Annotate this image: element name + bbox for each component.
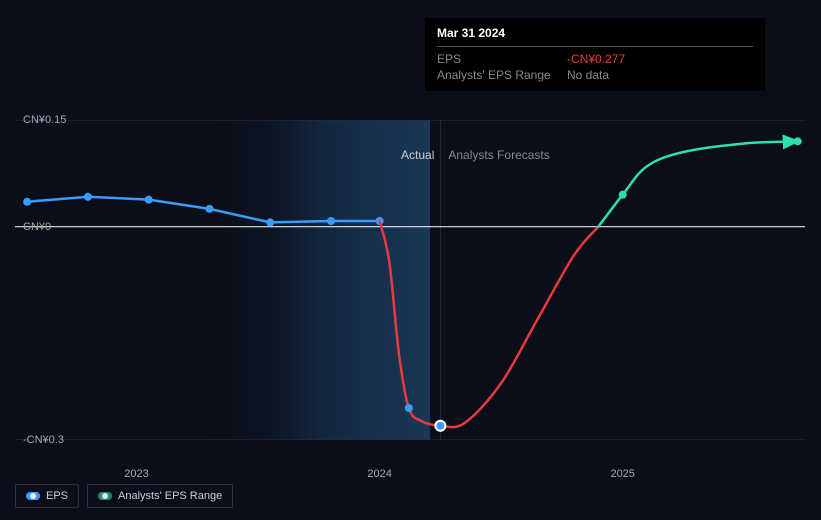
legend-item[interactable]: EPS — [15, 484, 79, 508]
chart-tooltip: Mar 31 2024 EPS-CN¥0.277Analysts' EPS Ra… — [425, 18, 765, 91]
chart-svg — [15, 120, 805, 440]
x-axis-label: 2023 — [124, 468, 148, 480]
tooltip-row-value: No data — [567, 68, 609, 82]
x-axis-label: 2024 — [367, 468, 391, 480]
series-eps-forecast — [598, 141, 797, 226]
region-label-actual: Actual — [401, 148, 434, 162]
tooltip-row: Analysts' EPS RangeNo data — [437, 67, 753, 83]
x-axis-label: 2025 — [610, 468, 634, 480]
tooltip-row-value: -CN¥0.277 — [567, 52, 625, 66]
chart-legend: EPS Analysts' EPS Range — [15, 484, 233, 508]
tooltip-row: EPS-CN¥0.277 — [437, 51, 753, 67]
tooltip-date: Mar 31 2024 — [437, 26, 753, 44]
y-axis-label: CN¥0.15 — [23, 114, 66, 126]
region-label-forecast: Analysts Forecasts — [448, 148, 549, 162]
y-axis-label: CN¥0 — [23, 221, 51, 233]
tooltip-divider — [437, 46, 753, 47]
legend-label: Analysts' EPS Range — [118, 490, 222, 502]
legend-swatch — [26, 492, 40, 500]
tooltip-row-label: EPS — [437, 52, 567, 66]
legend-item[interactable]: Analysts' EPS Range — [87, 484, 233, 508]
eps-chart[interactable]: CN¥0.15CN¥0-CN¥0.3 202320242025 ActualAn… — [15, 120, 805, 460]
y-axis-label: -CN¥0.3 — [23, 434, 64, 446]
legend-label: EPS — [46, 490, 68, 502]
tooltip-row-label: Analysts' EPS Range — [437, 68, 567, 82]
legend-swatch — [98, 492, 112, 500]
